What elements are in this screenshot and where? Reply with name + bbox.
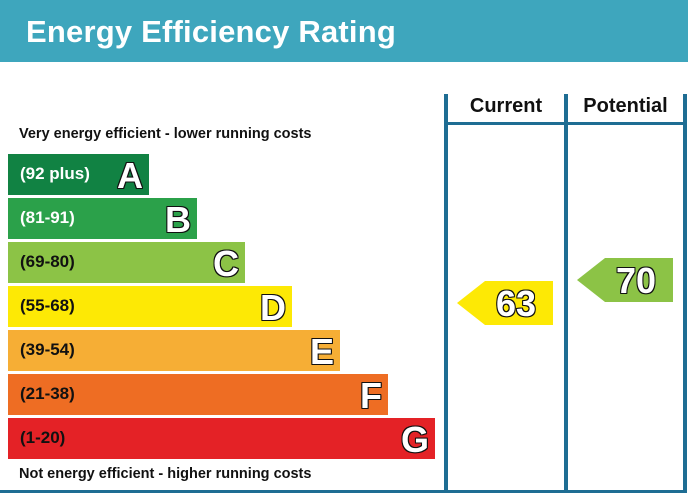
potential-arrow-shape <box>577 258 673 302</box>
band-c: (69-80) C <box>8 242 245 284</box>
band-d: (55-68) D <box>8 286 292 328</box>
current-rating-arrow: 63 <box>457 281 553 325</box>
header-banner: Energy Efficiency Rating <box>0 0 688 62</box>
band-range: (21-38) <box>20 384 75 403</box>
band-range: (81-91) <box>20 208 75 227</box>
band-range: (92 plus) <box>20 164 90 183</box>
divider-right <box>683 94 687 492</box>
band-letter: A <box>117 155 143 196</box>
band-letter: G <box>400 419 429 460</box>
band-letter: D <box>260 287 286 328</box>
top-caption: Very energy efficient - lower running co… <box>19 126 312 142</box>
band-a: (92 plus) A <box>8 154 149 196</box>
column-header-current: Current <box>469 95 543 117</box>
band-letter: C <box>213 243 239 284</box>
band-f: (21-38) F <box>8 374 388 416</box>
bottom-rule <box>0 490 687 493</box>
column-header-potential: Potential <box>583 95 668 117</box>
band-letter: F <box>360 375 382 416</box>
band-range: (1-20) <box>20 428 66 447</box>
band-range: (55-68) <box>20 296 75 315</box>
band-g: (1-20) G <box>8 418 435 460</box>
potential-rating-value: 70 <box>615 260 657 301</box>
divider-left <box>444 94 448 492</box>
band-b: (81-91) B <box>8 198 197 240</box>
band-range: (69-80) <box>20 252 75 271</box>
header-rule <box>444 122 687 125</box>
current-rating-value: 63 <box>495 283 537 324</box>
band-e: (39-54) E <box>8 330 340 372</box>
divider-middle <box>564 94 568 492</box>
bottom-caption: Not energy efficient - higher running co… <box>19 466 312 482</box>
potential-rating-arrow: 70 <box>577 258 673 302</box>
current-arrow-shape <box>457 281 553 325</box>
band-range: (39-54) <box>20 340 75 359</box>
band-letter: E <box>309 331 334 372</box>
band-letter: B <box>165 199 191 240</box>
page-title: Energy Efficiency Rating <box>26 14 397 49</box>
